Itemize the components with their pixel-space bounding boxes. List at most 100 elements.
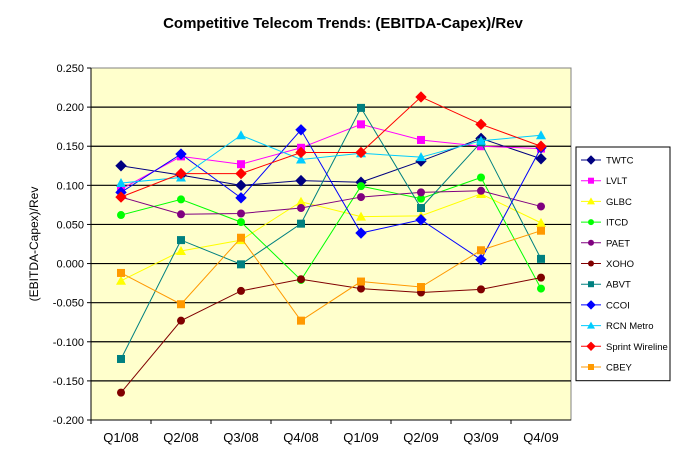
data-point	[477, 186, 485, 195]
data-point	[415, 214, 427, 226]
chart-title: Competitive Telecom Trends: (EBITDA-Cape…	[163, 15, 523, 32]
data-point	[237, 218, 245, 227]
data-point	[237, 286, 245, 295]
data-point	[537, 284, 545, 293]
data-point	[236, 130, 246, 140]
series-sprint-wireline	[115, 91, 547, 203]
data-point	[355, 227, 367, 239]
data-point	[537, 254, 545, 263]
data-point	[417, 194, 425, 203]
y-tick-label: -0.150	[53, 376, 84, 388]
legend-label: XOHO	[606, 259, 634, 270]
legend-label: PAET	[606, 238, 630, 249]
data-point	[297, 316, 305, 325]
series-line	[120, 134, 542, 184]
data-point	[115, 191, 127, 203]
legend-marker	[586, 341, 596, 352]
data-point	[297, 275, 305, 284]
legend-marker	[588, 260, 594, 267]
x-tick-label: Q3/09	[463, 430, 498, 445]
data-point	[356, 211, 366, 221]
x-tick-label: Q4/09	[523, 430, 558, 445]
data-point	[477, 173, 485, 182]
data-point	[117, 388, 125, 397]
data-point	[537, 226, 545, 235]
data-point	[235, 167, 247, 180]
data-point	[175, 167, 187, 180]
data-point	[296, 196, 306, 206]
x-tick-label: Q4/08	[283, 430, 318, 445]
legend-marker	[588, 281, 594, 288]
legend-marker	[587, 321, 595, 329]
data-point	[475, 118, 487, 131]
legend-label: TWTC	[606, 156, 634, 167]
legend-marker	[586, 155, 596, 165]
data-point	[535, 153, 547, 165]
data-point	[177, 300, 185, 309]
data-point	[357, 103, 365, 112]
data-point	[415, 91, 427, 103]
legend-label: GLBC	[606, 197, 632, 208]
legend-label: RCN Metro	[606, 321, 654, 332]
data-point	[237, 233, 245, 242]
data-point	[417, 204, 425, 213]
data-point	[475, 253, 487, 266]
data-point	[357, 182, 365, 191]
y-tick-label: 0.050	[56, 219, 84, 231]
data-point	[537, 273, 545, 282]
y-tick-label: -0.050	[53, 298, 84, 310]
data-point	[237, 160, 245, 169]
data-point	[295, 124, 307, 136]
data-point	[177, 210, 185, 219]
data-point	[357, 277, 365, 286]
data-point	[417, 188, 425, 197]
data-point	[116, 177, 126, 187]
data-point	[117, 268, 125, 277]
x-tick-label: Q3/08	[223, 430, 258, 445]
y-tick-label: -0.100	[53, 337, 84, 349]
y-tick-label: 0.200	[56, 102, 84, 114]
legend: TWTC LVLT GLBC ITCD PAET XOHO ABVT CCOI RCN Metr…	[575, 146, 671, 382]
legend-label: ITCD	[606, 218, 628, 229]
legend-label: LVLT	[606, 176, 627, 187]
data-point	[357, 284, 365, 293]
legend-marker	[588, 364, 594, 370]
series-cbey	[117, 226, 545, 325]
data-point	[296, 154, 306, 164]
series-line	[120, 277, 542, 393]
x-tick-label: Q2/08	[163, 430, 198, 445]
data-point	[417, 135, 425, 144]
legend-label: CBEY	[606, 363, 633, 374]
y-tick-label: 0.100	[56, 180, 84, 192]
series-line	[120, 193, 542, 282]
data-point	[117, 354, 125, 363]
data-point	[536, 217, 546, 227]
series-line	[120, 128, 542, 261]
data-point	[417, 283, 425, 292]
series-line	[120, 190, 542, 215]
data-point	[176, 246, 186, 256]
data-point	[235, 179, 247, 192]
data-point	[416, 152, 426, 162]
y-tick-label: -0.200	[53, 415, 84, 427]
y-axis-label: (EBITDA-Capex)/Rev	[27, 187, 41, 302]
data-point	[235, 192, 247, 204]
data-point	[115, 160, 127, 172]
data-point	[297, 219, 305, 228]
data-point	[355, 146, 367, 159]
legend-marker	[588, 219, 594, 226]
data-point	[237, 209, 245, 218]
legend-marker	[588, 177, 594, 184]
data-point	[177, 195, 185, 204]
legend-marker	[587, 197, 595, 205]
legend-marker	[588, 239, 594, 246]
data-point	[477, 246, 485, 255]
data-point	[357, 193, 365, 202]
data-point	[295, 174, 307, 187]
data-point	[177, 236, 185, 245]
data-point	[477, 285, 485, 294]
data-point	[537, 202, 545, 211]
data-point	[295, 146, 307, 159]
